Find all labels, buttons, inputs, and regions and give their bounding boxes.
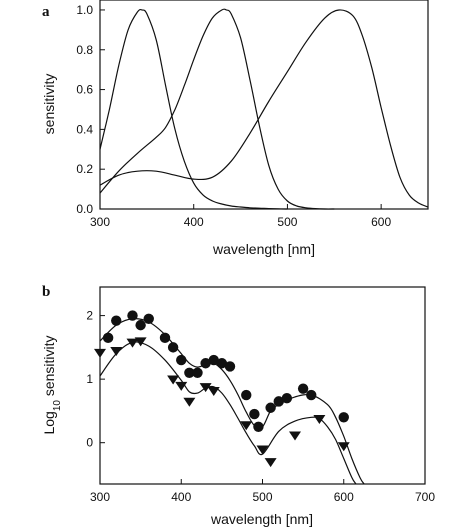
circle-marker	[143, 313, 154, 324]
circle-marker	[159, 332, 171, 344]
triangle-down-marker	[183, 397, 196, 407]
panel-a-xtick-label: 500	[277, 215, 297, 229]
green-cone-curve	[99, 9, 429, 208]
triangle-down-marker	[126, 338, 139, 348]
panel-b-ytick-label: 1	[86, 372, 93, 386]
panel-a-frame	[99, 0, 429, 210]
panel-a-ticks: 300 400 500 600 0.0 0.2 0.4 0.6 0.8 1.0	[76, 3, 391, 229]
triangle-down-marker	[240, 421, 253, 431]
circle-marker	[167, 342, 179, 353]
circle-marker	[241, 389, 252, 401]
circle-marker	[338, 412, 349, 423]
triangle-down-marker	[313, 414, 326, 424]
panel-a-ytick-label: 1.0	[76, 3, 93, 17]
panel-a-curves	[99, 8, 429, 210]
panel-b-ytick-label: 0	[86, 436, 93, 450]
circle-marker	[192, 367, 203, 378]
panel-a-ytick-label: 0.0	[76, 202, 93, 216]
panel-a: a 300 400 500 600 0.0 0.2 0.4 0.6 0.8 1.0 wavelen…	[41, 0, 429, 257]
circle-marker	[306, 389, 317, 401]
panel-b-xtick-label: 700	[415, 490, 435, 504]
triangle-down-marker	[337, 442, 350, 452]
panel-b-xtick-label: 400	[171, 490, 191, 504]
circle-marker	[200, 358, 211, 369]
panel-b-ytick-label: 2	[86, 309, 93, 323]
circle-marker	[216, 358, 228, 369]
triangle-series-fit-curve	[99, 341, 357, 485]
circle-marker	[249, 408, 260, 420]
blue-cone-curve	[99, 8, 335, 210]
circle-marker	[265, 402, 276, 413]
triangle-down-marker	[199, 383, 212, 393]
circle-marker	[273, 396, 284, 407]
triangle-down-marker	[289, 431, 301, 441]
circle-marker	[208, 354, 219, 366]
circle-marker	[127, 310, 138, 321]
triangle-down-marker	[134, 337, 147, 347]
panel-b-xtick-label: 600	[334, 490, 354, 504]
triangle-down-marker	[110, 346, 123, 356]
circle-marker	[253, 421, 264, 433]
panel-b-ylabel: Log10 sensitivity	[41, 335, 63, 434]
circle-marker	[281, 393, 293, 404]
triangle-down-marker	[264, 458, 277, 468]
panel-a-ylabel: sensitivity	[41, 74, 57, 135]
panel-a-ytick-label: 0.4	[76, 122, 93, 136]
panel-b-label: b	[42, 284, 50, 300]
panel-b-xlabel: wavelength [nm]	[210, 511, 313, 527]
panel-b-ylabel-rest: sensitivity	[41, 335, 57, 400]
panel-a-ytick-label: 0.6	[76, 83, 93, 97]
panel-b-xtick-label: 500	[252, 490, 272, 504]
circle-marker	[176, 354, 187, 366]
circle-marker	[297, 383, 309, 394]
panel-b-ticks: 300 400 500 600 700 0 1 2	[86, 309, 435, 504]
panel-a-ytick-label: 0.2	[76, 162, 93, 176]
panel-a-xtick-label: 600	[371, 215, 391, 229]
circle-marker	[102, 332, 114, 344]
triangle-down-marker	[256, 445, 269, 455]
panel-b: b 300 400 500 600 700 0 1 2 wavelength [nm] Log…	[41, 284, 435, 527]
triangle-down-marker	[167, 375, 180, 385]
panel-b-ylabel-log: Log	[41, 411, 57, 434]
triangle-down-marker	[94, 348, 106, 358]
circle-marker	[224, 361, 236, 372]
panel-b-ylabel-sub: 10	[52, 400, 63, 412]
triangle-down-marker	[207, 386, 220, 396]
panel-a-xtick-label: 300	[90, 215, 110, 229]
triangle-down-marker	[175, 381, 188, 391]
uv-cone-curve	[99, 8, 288, 210]
panel-a-xlabel: wavelength [nm]	[212, 241, 315, 257]
circle-marker	[184, 367, 195, 378]
panel-a-ytick-label: 0.8	[76, 43, 93, 57]
circle-marker	[111, 315, 122, 326]
panel-a-label: a	[42, 4, 50, 20]
panel-b-markers	[94, 310, 350, 468]
circle-marker	[135, 319, 146, 331]
panel-b-xtick-label: 300	[90, 490, 110, 504]
panel-a-xtick-label: 400	[184, 215, 204, 229]
